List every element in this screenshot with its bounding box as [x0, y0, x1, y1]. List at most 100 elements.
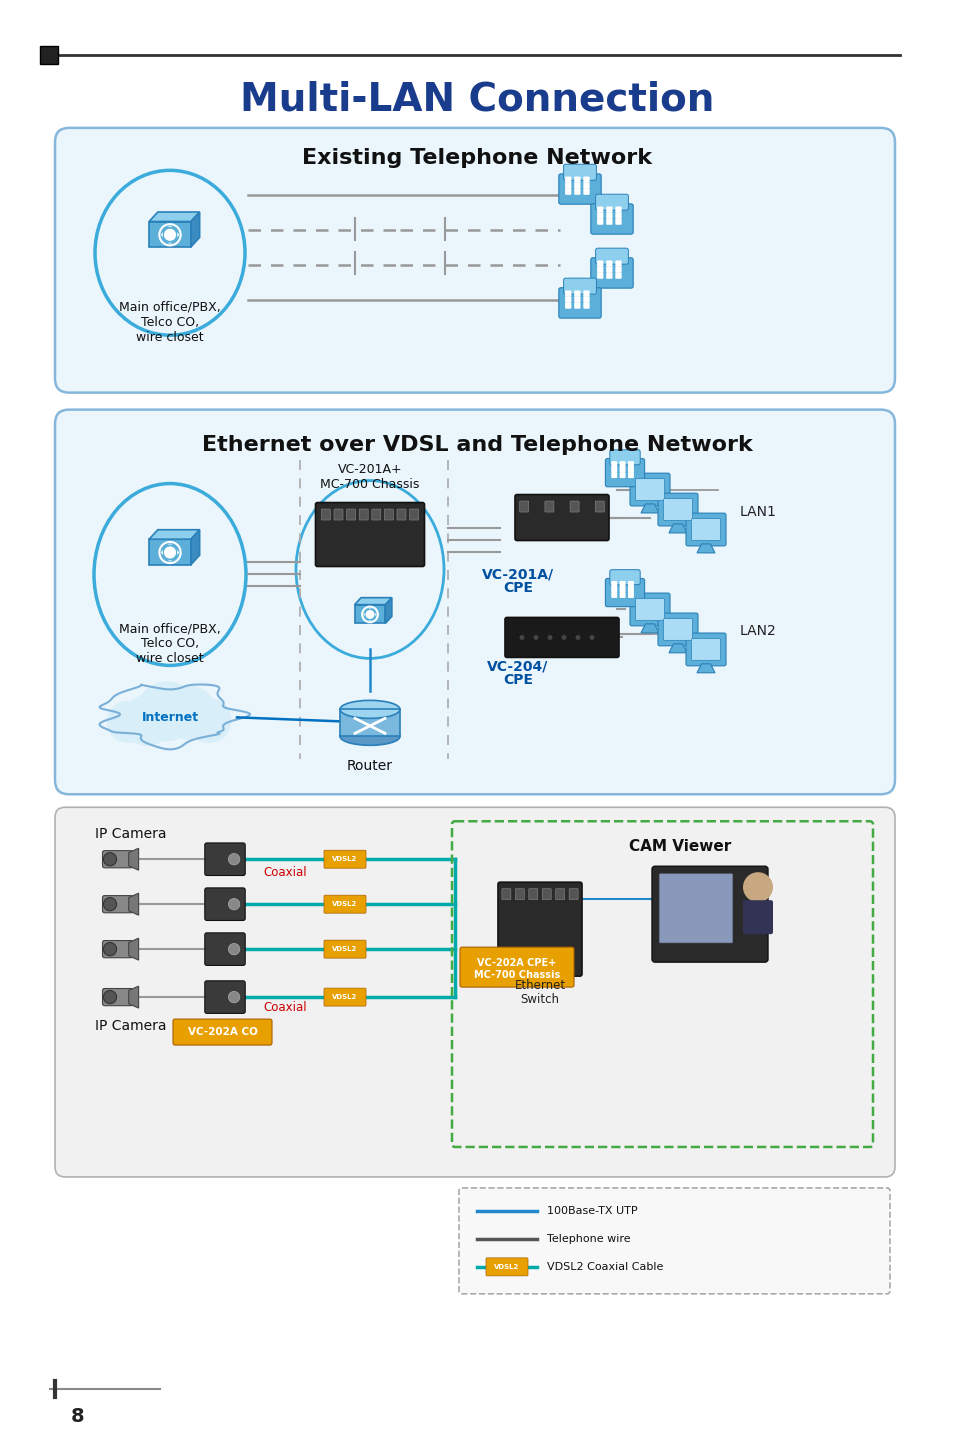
FancyBboxPatch shape [396, 509, 406, 519]
FancyBboxPatch shape [321, 509, 330, 519]
Text: Telco CO,: Telco CO, [141, 637, 199, 651]
Polygon shape [355, 598, 392, 605]
Circle shape [228, 899, 239, 910]
FancyBboxPatch shape [629, 474, 669, 507]
FancyBboxPatch shape [615, 212, 621, 219]
Polygon shape [129, 939, 138, 960]
FancyBboxPatch shape [563, 165, 596, 180]
FancyBboxPatch shape [651, 866, 767, 962]
FancyBboxPatch shape [55, 127, 894, 392]
Text: Coaxial: Coaxial [263, 866, 307, 879]
Circle shape [159, 542, 180, 564]
FancyBboxPatch shape [497, 881, 581, 976]
Circle shape [228, 943, 239, 954]
Text: Main office/PBX,: Main office/PBX, [119, 622, 221, 635]
Ellipse shape [103, 897, 116, 910]
Text: LAN2: LAN2 [740, 624, 776, 638]
FancyBboxPatch shape [315, 502, 424, 567]
FancyBboxPatch shape [458, 1188, 889, 1294]
FancyBboxPatch shape [558, 288, 600, 318]
FancyBboxPatch shape [334, 509, 343, 519]
FancyBboxPatch shape [519, 501, 528, 512]
Polygon shape [640, 624, 659, 633]
FancyBboxPatch shape [102, 940, 132, 957]
FancyBboxPatch shape [658, 494, 698, 527]
FancyBboxPatch shape [618, 472, 625, 478]
FancyBboxPatch shape [102, 896, 132, 913]
Text: VDSL2: VDSL2 [494, 1264, 519, 1269]
FancyBboxPatch shape [597, 260, 602, 266]
FancyBboxPatch shape [662, 618, 692, 640]
FancyBboxPatch shape [574, 296, 580, 303]
FancyBboxPatch shape [597, 272, 602, 279]
FancyBboxPatch shape [611, 592, 617, 598]
Polygon shape [161, 232, 163, 238]
FancyBboxPatch shape [485, 1258, 527, 1276]
FancyBboxPatch shape [55, 409, 894, 794]
Circle shape [589, 635, 594, 640]
FancyBboxPatch shape [582, 176, 589, 183]
FancyBboxPatch shape [605, 260, 612, 266]
FancyBboxPatch shape [605, 578, 644, 607]
FancyBboxPatch shape [205, 933, 245, 966]
FancyBboxPatch shape [409, 509, 418, 519]
Text: MC-700 Chassis: MC-700 Chassis [320, 478, 419, 491]
Circle shape [575, 635, 579, 640]
Circle shape [159, 225, 180, 246]
FancyBboxPatch shape [597, 266, 602, 273]
Circle shape [162, 685, 216, 740]
FancyBboxPatch shape [635, 478, 664, 501]
Text: VDSL2 Coaxial Cable: VDSL2 Coaxial Cable [546, 1262, 662, 1272]
FancyBboxPatch shape [605, 272, 612, 279]
FancyBboxPatch shape [615, 219, 621, 225]
Polygon shape [149, 529, 199, 539]
Polygon shape [149, 539, 191, 565]
FancyBboxPatch shape [582, 302, 589, 309]
FancyBboxPatch shape [605, 219, 612, 225]
Polygon shape [191, 529, 199, 565]
FancyBboxPatch shape [627, 467, 633, 472]
FancyBboxPatch shape [205, 843, 245, 876]
FancyBboxPatch shape [544, 501, 554, 512]
FancyBboxPatch shape [324, 850, 366, 869]
FancyBboxPatch shape [597, 206, 602, 213]
Polygon shape [668, 644, 686, 653]
Polygon shape [355, 605, 385, 624]
FancyBboxPatch shape [574, 302, 580, 309]
FancyBboxPatch shape [564, 183, 571, 189]
Ellipse shape [339, 700, 399, 718]
Polygon shape [129, 893, 138, 916]
Circle shape [533, 635, 537, 640]
FancyBboxPatch shape [114, 717, 225, 733]
Polygon shape [149, 212, 199, 222]
FancyBboxPatch shape [618, 467, 625, 472]
Ellipse shape [339, 727, 399, 746]
FancyBboxPatch shape [55, 807, 894, 1176]
FancyBboxPatch shape [618, 587, 625, 592]
FancyBboxPatch shape [564, 296, 571, 303]
Text: Switch: Switch [520, 993, 558, 1006]
Text: Ethernet: Ethernet [514, 979, 565, 992]
Circle shape [742, 873, 772, 902]
Text: VDSL2: VDSL2 [332, 856, 357, 863]
Ellipse shape [103, 990, 116, 1003]
Text: VC-204/: VC-204/ [487, 660, 548, 674]
FancyBboxPatch shape [558, 173, 600, 205]
FancyBboxPatch shape [618, 461, 625, 467]
FancyBboxPatch shape [324, 896, 366, 913]
Polygon shape [668, 524, 686, 532]
FancyBboxPatch shape [629, 592, 669, 625]
Text: VC-202A CPE+: VC-202A CPE+ [476, 957, 556, 967]
Circle shape [136, 681, 196, 741]
Polygon shape [149, 222, 191, 248]
Text: Multi-LAN Connection: Multi-LAN Connection [239, 82, 714, 119]
Polygon shape [177, 232, 179, 238]
FancyBboxPatch shape [597, 219, 602, 225]
FancyBboxPatch shape [574, 176, 580, 183]
FancyBboxPatch shape [611, 587, 617, 592]
Polygon shape [697, 544, 714, 552]
FancyBboxPatch shape [501, 889, 511, 900]
FancyBboxPatch shape [555, 889, 564, 900]
FancyBboxPatch shape [618, 581, 625, 587]
Circle shape [164, 547, 176, 558]
